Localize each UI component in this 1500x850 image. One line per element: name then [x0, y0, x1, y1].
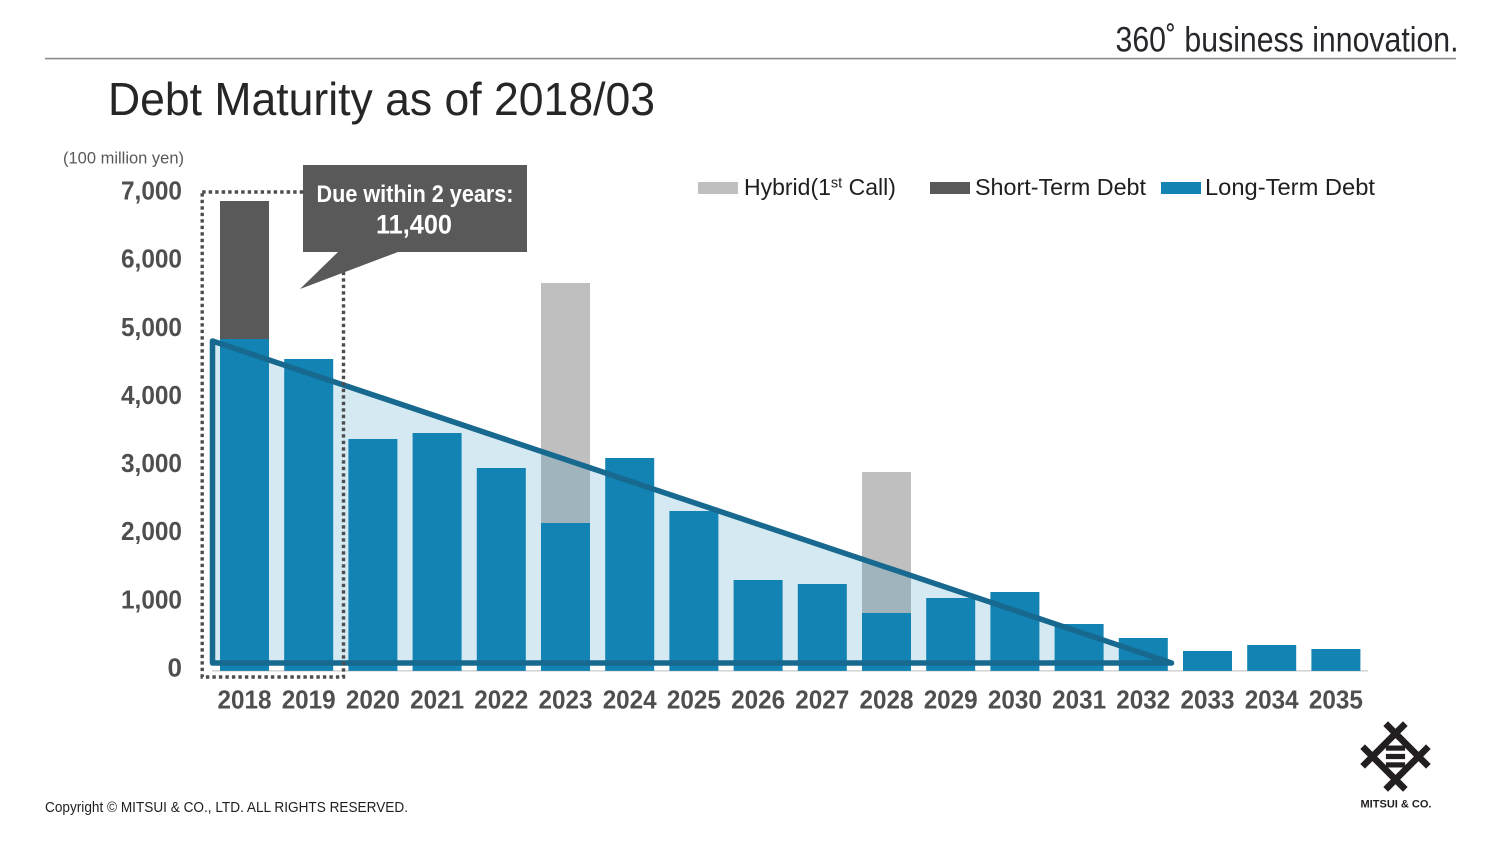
- svg-text:2020: 2020: [346, 685, 400, 715]
- svg-text:2034: 2034: [1245, 685, 1300, 715]
- svg-text:1,000: 1,000: [121, 584, 182, 614]
- svg-text:2022: 2022: [474, 685, 528, 715]
- svg-text:Due within 2 years:: Due within 2 years:: [317, 181, 514, 208]
- svg-text:2023: 2023: [539, 685, 593, 715]
- svg-text:Copyright © MITSUI & CO., LTD.: Copyright © MITSUI & CO., LTD. ALL RIGHT…: [45, 800, 408, 816]
- svg-text:2021: 2021: [410, 685, 464, 715]
- svg-text:2027: 2027: [795, 685, 849, 715]
- svg-text:MITSUI & CO.: MITSUI & CO.: [1361, 799, 1432, 811]
- svg-text:(100 million yen): (100 million yen): [63, 149, 184, 168]
- svg-text:2,000: 2,000: [121, 516, 182, 546]
- svg-text:7,000: 7,000: [121, 176, 182, 206]
- svg-text:0: 0: [168, 653, 182, 683]
- svg-text:11,400: 11,400: [376, 210, 452, 240]
- svg-text:2030: 2030: [988, 685, 1042, 715]
- svg-text:2032: 2032: [1116, 685, 1170, 715]
- svg-text:2033: 2033: [1181, 685, 1235, 715]
- svg-text:2031: 2031: [1052, 685, 1106, 715]
- svg-text:2029: 2029: [924, 685, 978, 715]
- svg-text:3,000: 3,000: [121, 448, 182, 478]
- svg-text:2019: 2019: [282, 685, 336, 715]
- svg-text:Long-Term Debt: Long-Term Debt: [1205, 174, 1376, 200]
- svg-text:4,000: 4,000: [121, 380, 182, 410]
- svg-text:Short-Term Debt: Short-Term Debt: [975, 174, 1147, 200]
- svg-text:2018: 2018: [218, 685, 272, 715]
- svg-text:360˚ business innovation.: 360˚ business innovation.: [1116, 21, 1459, 60]
- svg-text:2026: 2026: [731, 685, 785, 715]
- svg-text:Hybrid(1st Call): Hybrid(1st Call): [744, 174, 896, 200]
- svg-text:2024: 2024: [603, 685, 658, 715]
- svg-text:6,000: 6,000: [121, 244, 182, 274]
- svg-text:5,000: 5,000: [121, 312, 182, 342]
- svg-text:Debt Maturity as of 2018/03: Debt Maturity as of 2018/03: [108, 73, 655, 125]
- svg-text:2035: 2035: [1309, 685, 1363, 715]
- svg-text:2028: 2028: [860, 685, 914, 715]
- svg-text:2025: 2025: [667, 685, 721, 715]
